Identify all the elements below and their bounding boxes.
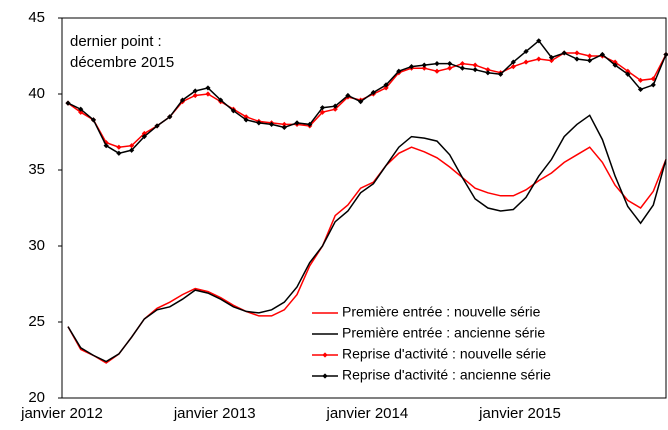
- y-tick-label: 40: [28, 85, 45, 102]
- plot-frame: [61, 17, 667, 399]
- marker: [319, 105, 326, 111]
- marker: [383, 82, 389, 88]
- marker: [358, 99, 364, 105]
- series-line: [67, 114, 667, 363]
- marker: [536, 56, 542, 62]
- legend-label: Reprise d'activité : ancienne série: [342, 367, 551, 383]
- marker: [332, 106, 338, 112]
- marker: [523, 48, 529, 55]
- marker: [663, 51, 668, 58]
- marker: [116, 150, 122, 156]
- marker: [434, 61, 440, 67]
- marker: [459, 61, 466, 67]
- marker: [421, 65, 427, 71]
- marker: [319, 109, 326, 115]
- marker: [192, 88, 198, 94]
- marker: [434, 68, 440, 74]
- marker: [281, 121, 287, 127]
- marker: [599, 51, 605, 58]
- marker: [548, 57, 555, 64]
- marker: [637, 77, 644, 83]
- marker: [218, 97, 224, 103]
- x-tick-label: janvier 2013: [173, 405, 256, 422]
- marker: [612, 62, 618, 68]
- marker: [129, 143, 135, 149]
- marker: [192, 92, 198, 99]
- marker: [268, 121, 275, 127]
- legend-marker: [322, 373, 328, 379]
- marker: [332, 103, 338, 109]
- marker: [548, 54, 555, 61]
- marker: [637, 86, 644, 93]
- marker: [383, 85, 389, 91]
- marker: [485, 70, 491, 76]
- legend-label: Reprise d'activité : nouvelle série: [342, 346, 546, 362]
- marker: [345, 92, 351, 99]
- marker: [65, 100, 71, 106]
- marker: [294, 120, 300, 126]
- marker: [587, 53, 593, 59]
- marker: [256, 120, 262, 126]
- x-tick-label: janvier 2012: [20, 405, 103, 422]
- marker: [230, 108, 237, 114]
- legend-label: Première entrée : ancienne série: [342, 325, 545, 341]
- marker: [587, 57, 593, 64]
- marker: [421, 62, 427, 68]
- y-tick-label: 20: [28, 389, 45, 406]
- marker: [510, 64, 516, 70]
- marker: [447, 65, 453, 71]
- marker: [485, 67, 491, 73]
- annotation: dernier point :: [70, 33, 162, 50]
- marker: [103, 143, 109, 149]
- marker: [141, 133, 147, 140]
- marker: [574, 56, 580, 62]
- marker: [650, 82, 656, 88]
- series-line: [67, 146, 667, 364]
- marker: [103, 140, 109, 146]
- marker: [472, 67, 478, 73]
- marker: [497, 71, 504, 77]
- marker: [408, 64, 415, 70]
- marker: [396, 68, 402, 74]
- marker: [370, 89, 376, 96]
- x-tick-label: janvier 2015: [478, 405, 561, 422]
- marker: [154, 123, 160, 129]
- legend-label: Première entrée : nouvelle série: [342, 304, 541, 320]
- marker: [536, 38, 542, 44]
- marker: [116, 144, 122, 150]
- marker: [179, 97, 186, 103]
- marker: [205, 85, 211, 91]
- marker: [561, 50, 567, 56]
- marker: [523, 59, 529, 65]
- marker: [205, 91, 211, 97]
- y-tick-label: 45: [28, 9, 45, 26]
- y-tick-label: 35: [28, 161, 45, 178]
- marker: [167, 114, 173, 120]
- marker: [472, 62, 478, 68]
- marker: [78, 106, 84, 112]
- marker: [574, 50, 580, 56]
- marker: [129, 147, 135, 153]
- x-tick-label: janvier 2014: [325, 405, 408, 422]
- marker: [243, 117, 249, 123]
- y-tick-label: 25: [28, 313, 45, 330]
- marker: [447, 61, 453, 67]
- marker: [510, 59, 516, 65]
- marker: [90, 117, 97, 123]
- marker: [459, 65, 466, 71]
- series-line: [67, 39, 667, 155]
- marker: [625, 71, 631, 77]
- legend-marker: [322, 352, 328, 358]
- marker: [307, 121, 313, 127]
- annotation: décembre 2015: [70, 54, 174, 71]
- y-tick-label: 30: [28, 237, 45, 254]
- marker: [281, 124, 287, 131]
